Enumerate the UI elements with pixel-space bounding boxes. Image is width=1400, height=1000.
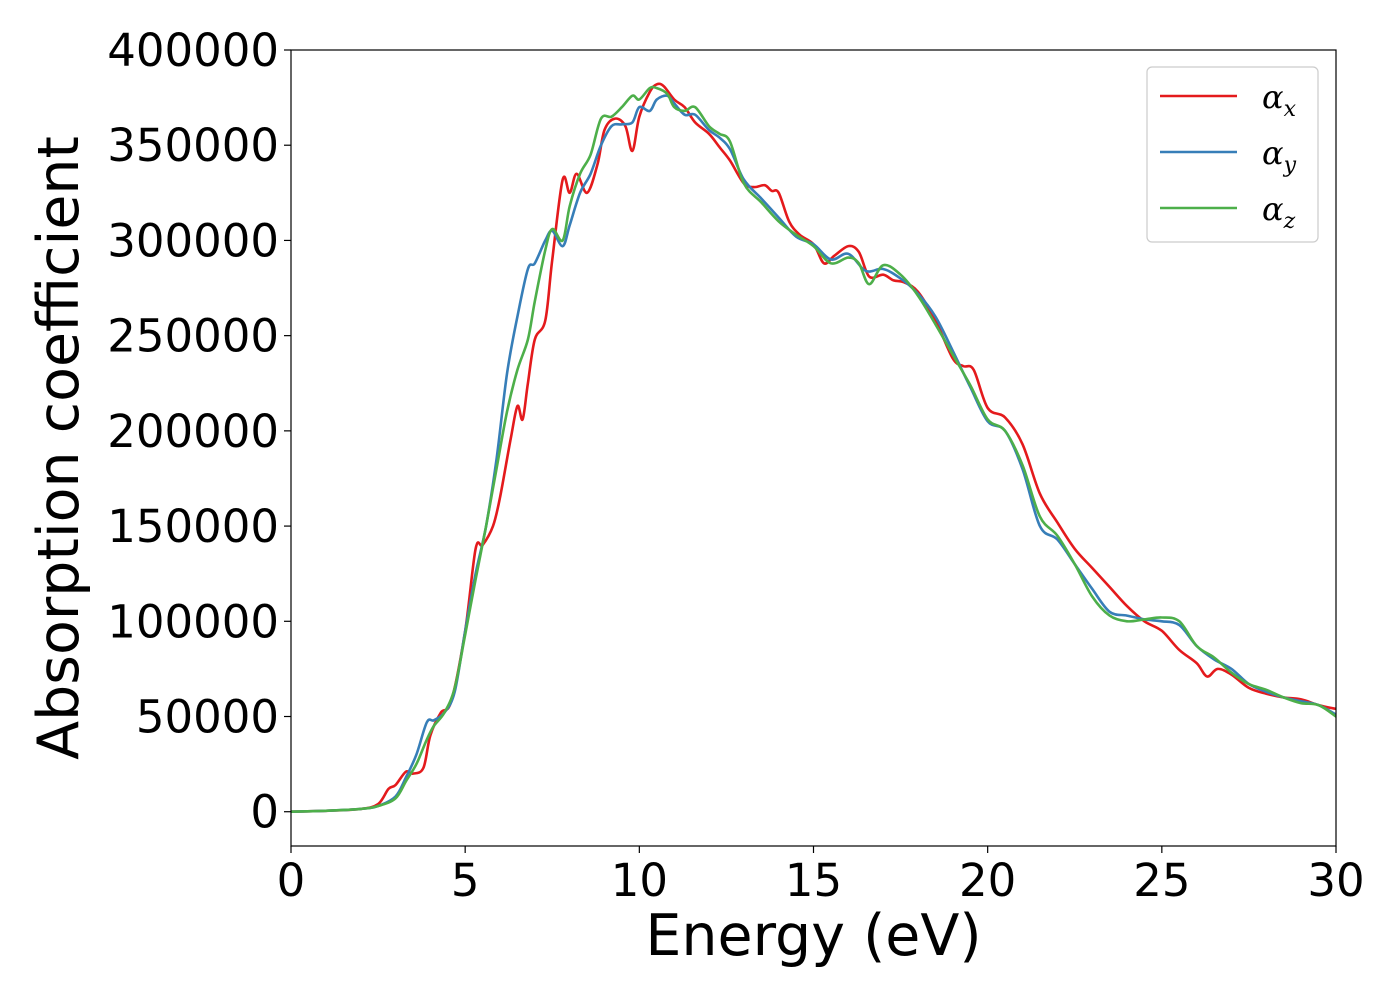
legend-label-y: αy xyxy=(1262,134,1297,178)
legend-label-z: αz xyxy=(1262,190,1296,234)
legend: αx αy αz xyxy=(1146,66,1319,243)
x-tick-label: 5 xyxy=(451,854,480,907)
y-tick-label: 150000 xyxy=(107,500,279,553)
y-axis: 0 50000 100000 150000 200000 250000 300000 3500… xyxy=(107,24,291,839)
series-layer xyxy=(291,82,1336,813)
y-axis-label: Absorption coefficient xyxy=(26,136,92,760)
x-axis: 0 5 10 15 20 25 30 xyxy=(277,846,1365,907)
x-tick-label: 30 xyxy=(1307,854,1364,907)
x-tick-label: 25 xyxy=(1133,854,1190,907)
x-tick-label: 0 xyxy=(277,854,306,907)
y-tick-label: 300000 xyxy=(107,214,279,267)
x-axis-label: Energy (eV) xyxy=(645,903,981,969)
legend-label-x: αx xyxy=(1262,78,1297,122)
x-tick-label: 20 xyxy=(959,854,1016,907)
x-tick-label: 15 xyxy=(785,854,842,907)
x-tick-label: 10 xyxy=(611,854,668,907)
y-tick-label: 0 xyxy=(250,786,279,839)
series-line-z xyxy=(291,85,1336,813)
y-tick-label: 400000 xyxy=(107,24,279,77)
y-tick-label: 200000 xyxy=(107,405,279,458)
legend-box xyxy=(1146,66,1319,243)
y-tick-label: 50000 xyxy=(136,691,279,744)
y-tick-label: 250000 xyxy=(107,310,279,363)
y-tick-label: 100000 xyxy=(107,595,279,648)
y-tick-label: 350000 xyxy=(107,119,279,172)
